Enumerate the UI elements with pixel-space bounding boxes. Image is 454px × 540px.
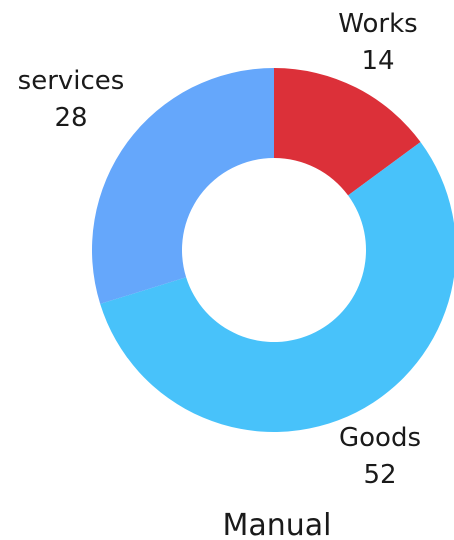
slice-label-works-name: Works bbox=[338, 9, 417, 39]
slice-label-goods: Goods 52 bbox=[339, 423, 421, 490]
slice-label-goods-value: 52 bbox=[363, 460, 396, 490]
slice-works bbox=[274, 68, 421, 196]
slice-label-works: Works 14 bbox=[338, 9, 417, 76]
slice-label-services: services 28 bbox=[18, 66, 125, 133]
slice-goods bbox=[100, 142, 454, 432]
slice-services bbox=[91, 68, 274, 304]
slice-label-services-name: services bbox=[18, 66, 125, 96]
donut-slices bbox=[91, 68, 454, 432]
slice-label-services-value: 28 bbox=[54, 103, 87, 133]
chart-title: Manual bbox=[222, 508, 331, 540]
slice-label-goods-name: Goods bbox=[339, 423, 421, 453]
slice-label-works-value: 14 bbox=[361, 46, 394, 76]
